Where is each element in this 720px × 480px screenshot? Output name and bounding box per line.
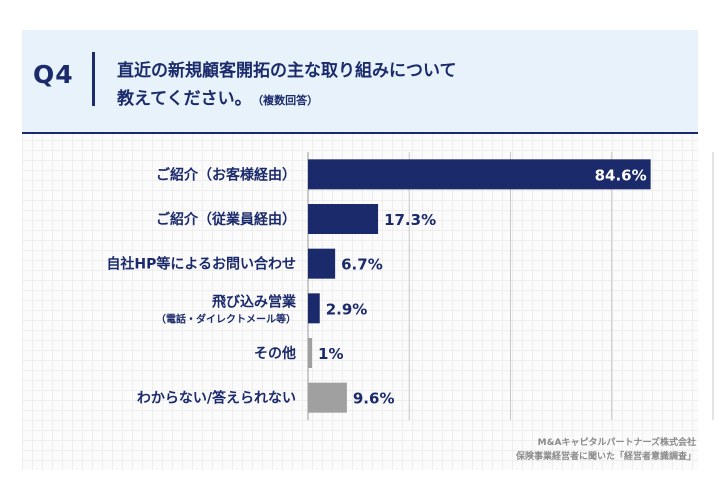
credit-line2: 保険事業経営者に聞いた「経営者意識調査」 <box>515 452 696 462</box>
value-label: 1% <box>318 345 343 363</box>
category-label: ご紹介（従業員経由） <box>156 211 296 228</box>
category-label: その他 <box>254 345 296 362</box>
value-label: 9.6% <box>353 390 395 408</box>
category-label: 自社HP等によるお問い合わせ <box>106 256 296 273</box>
question-text-line2-main: 教えてください。 <box>117 89 252 109</box>
question-header <box>22 30 698 134</box>
category-label: ご紹介（お客様経由） <box>156 166 296 183</box>
value-label: 17.3% <box>384 211 436 229</box>
credit: M&Aキャピタルパートナーズ株式会社 保険事業経営者に聞いた「経営者意識調査」 <box>516 436 696 464</box>
question-text-line2: 教えてください。 （複数回答） <box>117 84 318 109</box>
category-label: わからない/答えられない <box>137 390 296 407</box>
bar <box>308 382 347 413</box>
value-label: 84.6% <box>595 166 647 184</box>
value-label: 2.9% <box>326 300 368 318</box>
category-label: 飛び込み営業（電話・ダイレクトメール等） <box>156 293 297 325</box>
bar <box>308 204 379 234</box>
question-divider <box>92 52 95 106</box>
bar <box>308 338 313 368</box>
question-text-line1: 直近の新規顧客開拓の主な取り組みについて <box>117 61 457 81</box>
question-note: （複数回答） <box>257 94 319 107</box>
bar <box>308 248 336 279</box>
question-number: Q4 <box>33 60 74 89</box>
bar <box>308 159 651 190</box>
bar <box>308 293 320 324</box>
value-label: 6.7% <box>341 256 383 274</box>
credit-line1: M&Aキャピタルパートナーズ株式会社 <box>537 438 696 448</box>
